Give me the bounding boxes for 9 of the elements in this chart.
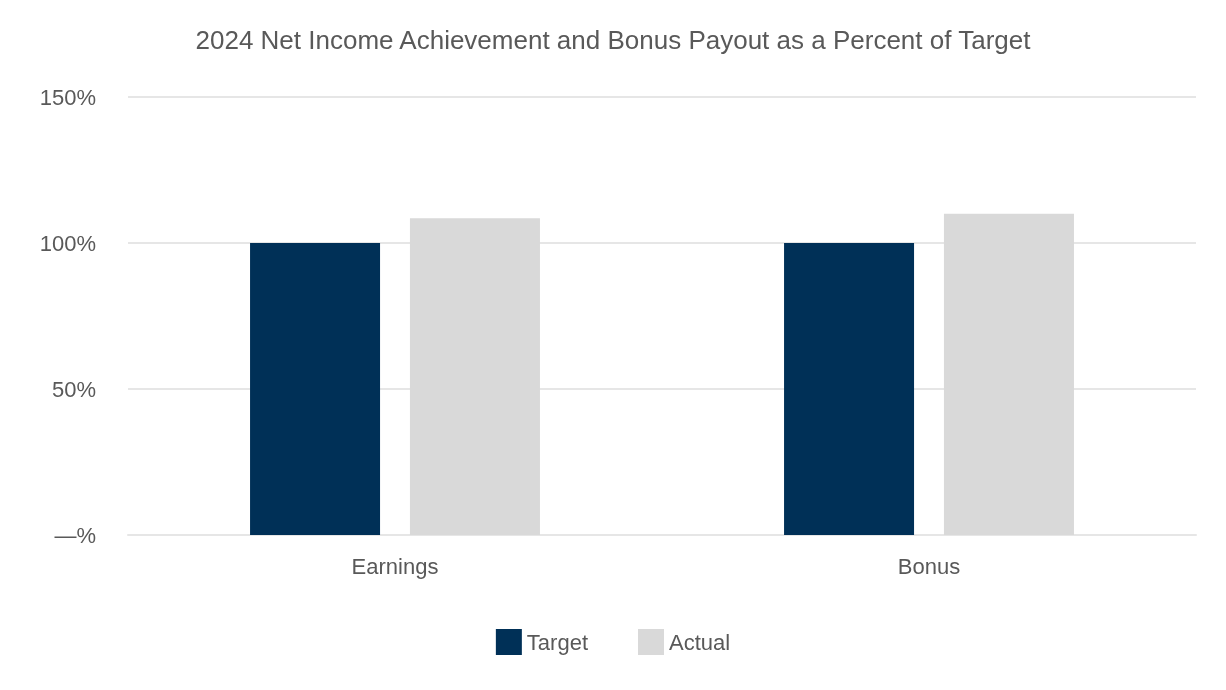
y-tick-label: —% [54, 522, 96, 548]
y-tick-label: 50% [51, 376, 96, 402]
y-tick-label: 150% [39, 84, 96, 110]
legend-label: Target [526, 629, 589, 655]
chart-title: 2024 Net Income Achievement and Bonus Payout as a Percent of Target [195, 25, 1032, 55]
x-tick-label: Bonus [897, 553, 961, 579]
y-tick-label: 100% [39, 230, 96, 256]
legend-label: Actual [669, 629, 731, 655]
x-tick-label: Earnings [351, 553, 439, 579]
